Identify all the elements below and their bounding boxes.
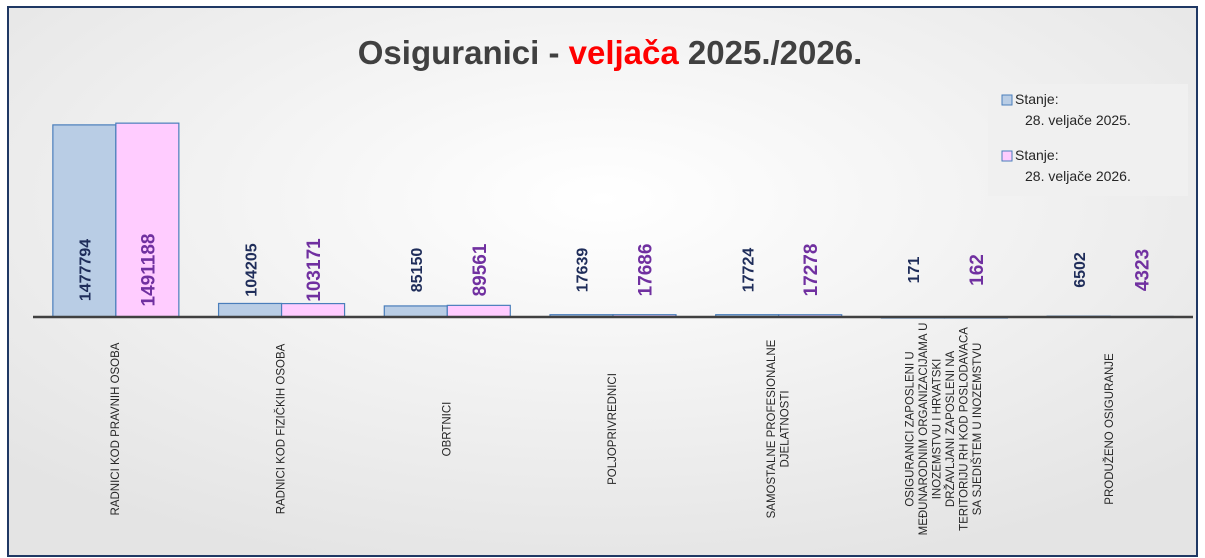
value-label: 1491188 <box>138 234 159 307</box>
value-label: 17686 <box>636 244 657 297</box>
value-label: 1477794 <box>78 239 95 301</box>
bar <box>52 124 117 318</box>
title-part: 2025./2026. <box>679 34 863 71</box>
bar <box>115 122 180 318</box>
value-label: 17724 <box>740 248 757 293</box>
legend-box <box>988 84 1188 196</box>
x-tick-label: OBRTNICI <box>441 402 453 457</box>
value-label: 162 <box>967 254 988 286</box>
value-label: 17278 <box>801 244 822 297</box>
x-tick-label-line: INOZEMSTVU I HRVATSKI <box>932 359 944 500</box>
value-label: 171 <box>906 257 923 284</box>
value-label: 103171 <box>304 238 325 302</box>
x-tick-label: POLJOPRIVREDNICI <box>607 373 619 485</box>
x-tick-label-line: SAMOSTALNE PROFESIONALNE <box>766 339 778 518</box>
x-tick-label-line: POLJOPRIVREDNICI <box>607 373 619 485</box>
x-tick-label: RADNICI KOD FIZIČKIH OSOBA <box>275 343 288 514</box>
bar <box>446 304 511 318</box>
title-part: veljača <box>569 34 680 71</box>
value-label: 104205 <box>243 243 260 296</box>
value-label: 6502 <box>1072 252 1089 288</box>
legend-swatch <box>1001 150 1013 162</box>
x-tick-label: RADNICI KOD PRAVNIH OSOBA <box>110 342 122 515</box>
bar <box>383 305 448 318</box>
x-tick-label-line: SA SJEDIŠTEM U INOZEMSTVU <box>971 343 984 516</box>
legend-label: Stanje: 28. veljače 2026. <box>1015 147 1131 184</box>
x-tick-label-line: OSIGURANICI ZAPOSLENI U <box>905 351 917 506</box>
legend-line: Stanje: <box>1015 91 1059 107</box>
bar <box>217 302 283 318</box>
value-label: 17639 <box>575 248 592 293</box>
legend-line: Stanje: <box>1015 147 1059 163</box>
legend-swatch <box>1001 94 1013 106</box>
x-tick-label-line: RADNICI KOD PRAVNIH OSOBA <box>110 342 122 515</box>
legend-line: 28. veljače 2026. <box>1025 168 1131 184</box>
bar <box>280 302 346 318</box>
x-tick-label: OSIGURANICI ZAPOSLENI U MEĐUNARODNIM ORGA… <box>905 323 985 536</box>
x-tick-label-line: OBRTNICI <box>441 402 453 457</box>
title-part: Osiguranici - <box>358 34 569 71</box>
chart-title: Osiguranici - veljača 2025./2026. <box>358 34 862 71</box>
value-label: 4323 <box>1133 249 1154 291</box>
x-tick-label-line: MEĐUNARODNIM ORGANIZACIJAMA U <box>918 323 930 536</box>
x-tick-label-line: DJELATNOSTI <box>779 390 791 467</box>
value-label: 85150 <box>409 248 426 293</box>
legend-line: 28. veljače 2025. <box>1025 112 1131 128</box>
x-tick-label-line: TERITORIJU RH KOD POSLODAVACA <box>959 327 971 531</box>
value-label: 89561 <box>470 243 491 296</box>
x-tick-label: SAMOSTALNE PROFESIONALNE DJELATNOSTI <box>766 339 792 518</box>
x-tick-label-line: RADNICI KOD FIZIČKIH OSOBA <box>275 343 288 514</box>
x-tick-label-line: DRŽAVLJANI ZAPOSLENI NA <box>944 350 957 507</box>
legend-label: Stanje: 28. veljače 2025. <box>1015 91 1131 128</box>
x-tick-label: PRODUŽENO OSIGURANJE <box>1103 353 1116 505</box>
x-tick-label-line: PRODUŽENO OSIGURANJE <box>1103 353 1116 505</box>
